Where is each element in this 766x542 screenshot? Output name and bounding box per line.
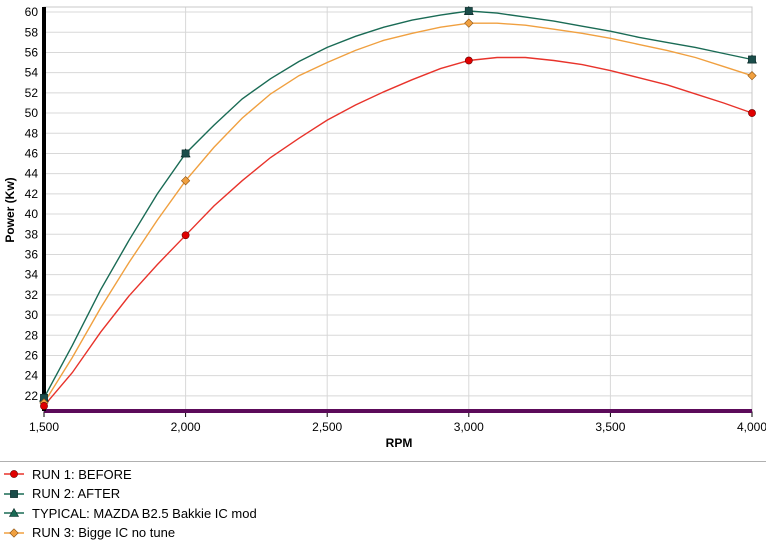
legend-item: RUN 1: BEFORE bbox=[4, 465, 132, 483]
y-tick-label: 34 bbox=[25, 268, 39, 282]
y-tick-label: 40 bbox=[25, 207, 39, 221]
square-marker-icon bbox=[4, 489, 24, 498]
y-tick-label: 48 bbox=[25, 126, 39, 140]
legend-marker-swatch bbox=[10, 470, 18, 478]
y-tick-label: 60 bbox=[25, 5, 39, 19]
legend-label: RUN 2: AFTER bbox=[32, 486, 121, 501]
legend-marker-swatch bbox=[9, 527, 19, 538]
y-tick-label: 46 bbox=[25, 146, 39, 160]
legend-item: RUN 3: Bigge IC no tune bbox=[4, 524, 175, 542]
data-point-marker bbox=[748, 109, 756, 117]
grid bbox=[44, 7, 753, 411]
y-tick-label: 30 bbox=[25, 308, 39, 322]
y-tick-label: 52 bbox=[25, 86, 39, 100]
y-tick-label: 54 bbox=[25, 66, 39, 80]
data-point-marker bbox=[40, 402, 48, 410]
legend-item: RUN 2: AFTER bbox=[4, 485, 120, 503]
legend-item: TYPICAL: MAZDA B2.5 Bakkie IC mod bbox=[4, 504, 257, 522]
data-point-marker bbox=[747, 71, 757, 81]
x-axis-title: RPM bbox=[386, 436, 413, 450]
legend-label: RUN 3: Bigge IC no tune bbox=[32, 525, 176, 540]
y-tick-label: 32 bbox=[25, 288, 39, 302]
x-tick-label: 2,500 bbox=[312, 420, 342, 434]
series-line-typical-mazda-b2-5-bakkie-ic-mod bbox=[43, 10, 753, 399]
series-lines bbox=[43, 10, 753, 407]
plot-frame bbox=[43, 6, 753, 412]
x-tick-label: 3,500 bbox=[595, 420, 625, 434]
x-tick-label: 3,000 bbox=[454, 420, 484, 434]
y-axis-title: Power (Kw) bbox=[3, 177, 17, 242]
data-point-marker bbox=[180, 176, 191, 186]
tick-labels: 22 24 26 28 30 32 34 36 38 40 42 44 46 48 50 52 54 56 58 60… bbox=[25, 5, 766, 434]
triangle-marker-icon bbox=[4, 507, 24, 517]
x-tick-label: 1,500 bbox=[29, 420, 59, 434]
data-point-marker bbox=[464, 56, 473, 65]
data-point-marker bbox=[181, 149, 190, 158]
data-point-marker bbox=[464, 18, 474, 28]
y-tick-label: 44 bbox=[25, 167, 39, 181]
y-tick-label: 28 bbox=[25, 328, 39, 342]
y-tick-label: 56 bbox=[25, 45, 39, 59]
legend-marker-swatch bbox=[8, 507, 20, 517]
x-tick-label: 4,000 bbox=[737, 420, 766, 434]
legend: RUN 1: BEFORE RUN 2: AFTER TYPICAL: MAZDA … bbox=[0, 461, 766, 541]
data-point-marker bbox=[181, 231, 190, 240]
legend-marker-swatch bbox=[10, 489, 18, 498]
series-line-run-3-bigge-ic-no-tune bbox=[43, 22, 753, 404]
y-tick-label: 42 bbox=[25, 187, 39, 201]
y-tick-label: 24 bbox=[25, 369, 39, 383]
y-tick-label: 58 bbox=[25, 25, 39, 39]
circle-marker-icon bbox=[4, 470, 24, 478]
y-tick-label: 36 bbox=[25, 247, 39, 261]
axes bbox=[42, 6, 753, 417]
y-tick-label: 50 bbox=[25, 106, 39, 120]
legend-label: RUN 1: BEFORE bbox=[32, 466, 132, 482]
y-tick-label: 26 bbox=[25, 348, 39, 362]
y-tick-label: 38 bbox=[25, 227, 39, 241]
x-tick-label: 2,000 bbox=[171, 420, 201, 434]
legend-label: TYPICAL: MAZDA B2.5 Bakkie IC mod bbox=[32, 505, 257, 521]
series-markers bbox=[38, 5, 758, 410]
series-line-run-1-before bbox=[43, 56, 753, 407]
data-point-marker bbox=[464, 7, 473, 15]
y-tick-label: 22 bbox=[25, 389, 39, 403]
data-point-marker bbox=[748, 55, 756, 64]
power-rpm-chart: 22 24 26 28 30 32 34 36 38 40 42 44 46 48 50 52 54 56 58 60… bbox=[3, 5, 766, 450]
diamond-marker-icon bbox=[4, 527, 24, 538]
